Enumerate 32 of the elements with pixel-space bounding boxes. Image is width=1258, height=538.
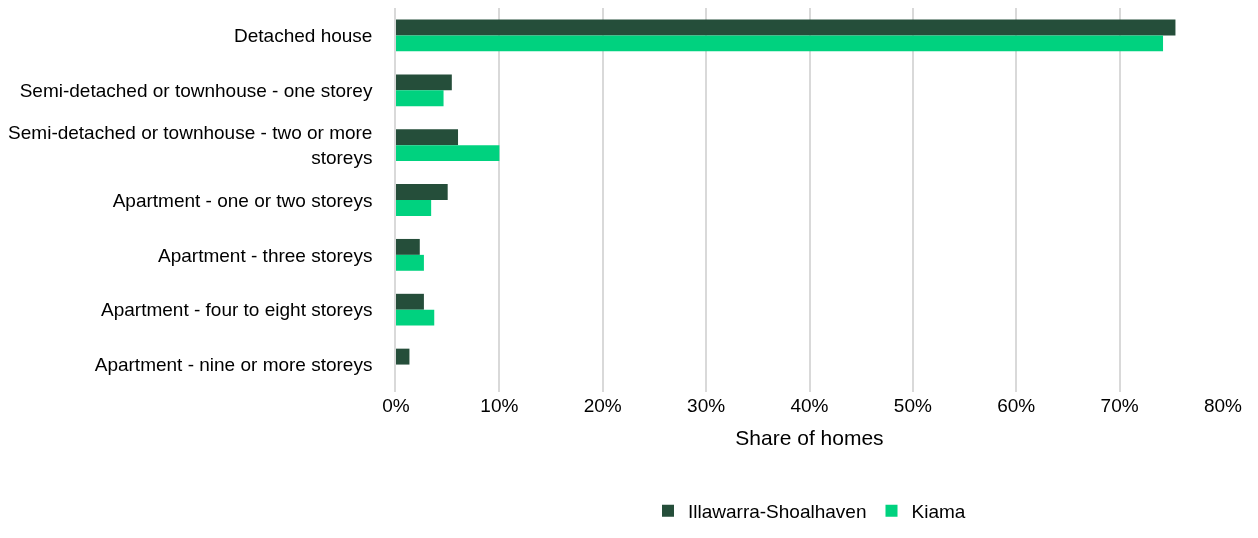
bar: [396, 200, 432, 216]
bar: [396, 145, 500, 162]
x-axis-title: Share of homes: [735, 426, 884, 450]
bar: [396, 293, 424, 310]
y-tick-label: Apartment - one or two storeys: [112, 189, 373, 211]
bar: [396, 19, 1176, 36]
x-tick-label: 40%: [790, 395, 829, 416]
y-tick-label: Semi-detached or townhouse - two or more storeys: [8, 122, 373, 169]
bar: [396, 90, 444, 107]
x-tick-label: 20%: [583, 395, 622, 416]
x-tick-label: 30%: [687, 395, 726, 416]
y-tick-label: Apartment - three storeys: [158, 244, 373, 266]
bar: [396, 74, 452, 91]
x-tick-label: 0%: [382, 395, 410, 416]
x-tick-label: 80%: [1203, 395, 1243, 416]
bar: [396, 35, 1164, 52]
legend-label: Kiama: [911, 501, 966, 523]
y-tick-label: Detached house: [234, 25, 373, 47]
bar: [396, 129, 459, 146]
x-tick-label: 70%: [1100, 395, 1139, 416]
x-tick-label: 60%: [997, 395, 1036, 416]
y-tick-label: Apartment - nine or more storeys: [94, 354, 373, 376]
bar: [396, 254, 424, 271]
y-tick-label: Semi-detached or townhouse - one storey: [19, 79, 373, 101]
bar: [396, 238, 420, 255]
y-tick-label: Apartment - four to eight storeys: [101, 299, 373, 321]
bar: [396, 348, 410, 365]
bar: [396, 309, 435, 326]
bar: [396, 184, 448, 200]
legend-label: Illawarra-Shoalhaven: [688, 501, 867, 523]
x-tick-label: 50%: [893, 395, 932, 416]
x-tick-label: 10%: [480, 395, 519, 416]
